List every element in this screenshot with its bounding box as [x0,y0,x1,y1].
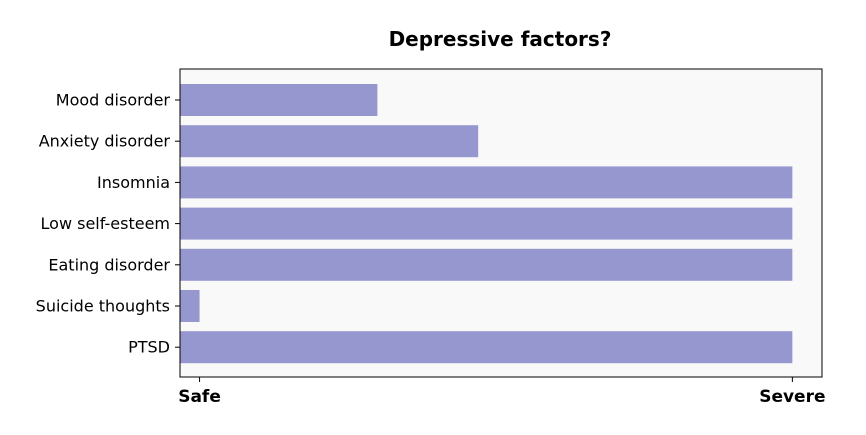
bar-suicide-thoughts [180,290,200,322]
category-label: Low self-esteem [41,214,170,233]
chart-title: Depressive factors? [389,27,612,51]
category-label: Eating disorder [48,255,170,274]
x-axis: Safe Severe [178,377,826,407]
bar-anxiety-disorder [180,125,479,158]
category-label: Insomnia [97,173,170,192]
x-tick-label: Severe [759,387,825,407]
bars [180,84,793,364]
bar-ptsd [180,331,793,364]
category-label: Mood disorder [56,91,171,110]
category-label: Anxiety disorder [39,132,171,151]
plot-frame [179,68,823,378]
category-labels: Mood disorder Anxiety disorder Insomnia Low… [36,91,180,357]
bar-eating-disorder [180,248,793,281]
bar-mood-disorder [180,84,378,116]
bar-low-self-esteem [180,207,793,240]
category-label: Suicide thoughts [36,297,170,316]
bar-insomnia [180,166,793,199]
category-label: PTSD [128,338,170,357]
x-tick-label: Safe [178,387,221,407]
